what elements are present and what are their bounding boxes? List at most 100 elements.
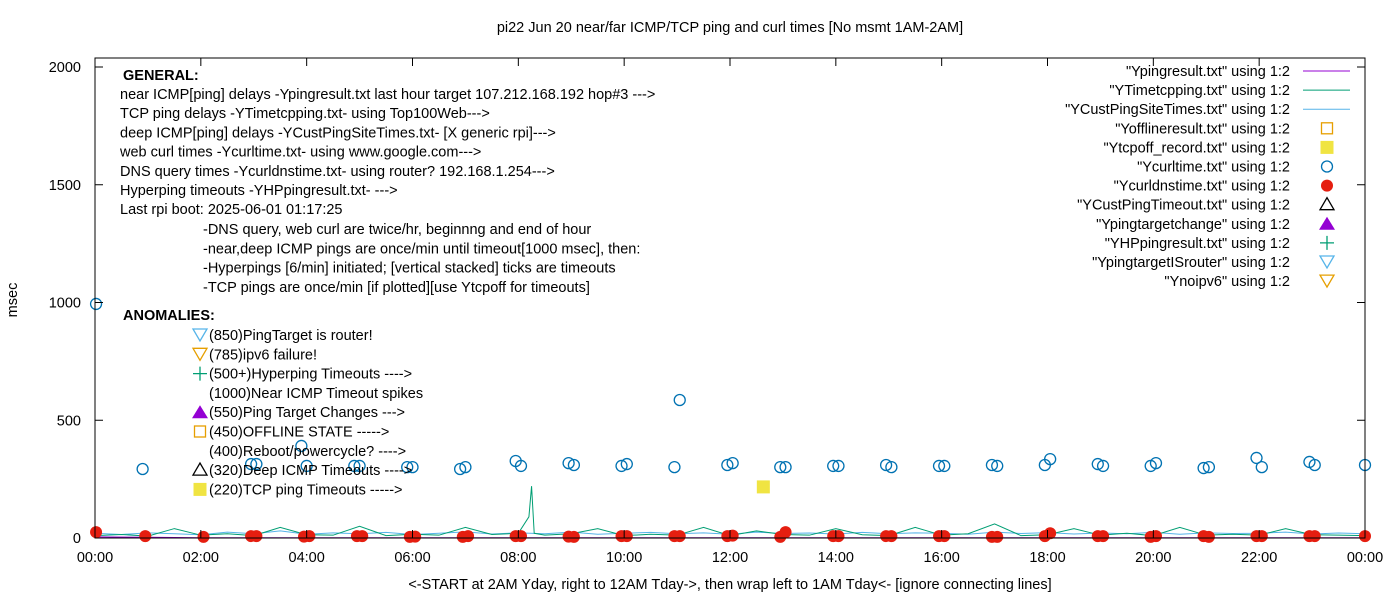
legend-label: "Ycurltime.txt" using 1:2 (1137, 160, 1290, 176)
dns-time-point (726, 529, 739, 542)
anomaly-line: (500+)Hyperping Timeouts ----> (209, 367, 412, 383)
curl-time-point (885, 460, 898, 474)
x-tick-label: 08:00 (500, 550, 536, 566)
curl-time-point (991, 459, 1004, 473)
curl-time-point (459, 460, 472, 474)
dns-time-point (779, 526, 792, 539)
curl-time-point (721, 458, 734, 472)
legend-label: "Ytcpoff_record.txt" using 1:2 (1103, 140, 1290, 156)
tcp-ping-line (94, 486, 1366, 537)
legend-symbol (1320, 122, 1334, 135)
anomaly-symbol (191, 347, 209, 362)
legend-label: "Ycurldnstime.txt" using 1:2 (1114, 179, 1290, 195)
curl-time-point (453, 462, 467, 476)
legend: "Ypingresult.txt" using 1:2 "YTimetcpping… (1065, 64, 1350, 290)
anomaly-symbol (191, 328, 209, 343)
x-tick-label: 00:00 (77, 550, 113, 566)
anomaly-symbol (193, 366, 207, 381)
legend-symbol (1320, 140, 1334, 154)
curl-time-point (89, 297, 103, 311)
dns-time-point (139, 530, 152, 543)
curl-time-point (985, 458, 999, 472)
curl-time-point (1250, 451, 1263, 465)
dns-time-point (1202, 530, 1215, 543)
y-tick-label: 0 (73, 531, 81, 547)
note-line: -DNS query, web curl are twice/hr, begin… (203, 222, 591, 238)
legend-symbol (1318, 255, 1336, 270)
anomaly-symbol (193, 482, 207, 496)
curl-time-point (615, 459, 628, 473)
curl-time-point (1197, 461, 1210, 475)
legend-label: "Ynoipv6" using 1:2 (1164, 274, 1290, 290)
dns-time-point (1308, 530, 1321, 543)
anomaly-line: (850)PingTarget is router! (209, 328, 373, 344)
dns-time-point (462, 530, 475, 543)
dns-time-point (567, 530, 580, 543)
x-tick-label: 20:00 (1135, 550, 1171, 566)
dns-time-point (1044, 527, 1057, 540)
legend-symbol (1319, 216, 1335, 230)
dns-time-point (90, 526, 103, 539)
curl-time-point (244, 457, 258, 471)
curl-time-point (136, 462, 149, 476)
curl-time-point (1091, 457, 1104, 471)
note-line: -near,deep ICMP pings are once/min until… (203, 241, 640, 257)
anomaly-line: (785)ipv6 failure! (209, 347, 317, 363)
general-line: Last rpi boot: 2025-06-01 01:17:25 (120, 202, 343, 218)
legend-symbol (1321, 179, 1333, 192)
curl-time-point (774, 460, 787, 474)
dns-time-point (514, 530, 527, 543)
dns-time-point (1255, 530, 1268, 543)
curl-time-point (1255, 460, 1268, 474)
x-tick-label: 14:00 (818, 550, 854, 566)
general-line: near ICMP[ping] delays -Ypingresult.txt … (120, 87, 655, 103)
dns-time-point (250, 530, 263, 543)
legend-label: "Yofflineresult.txt" using 1:2 (1115, 121, 1290, 137)
anomaly-symbol (191, 461, 209, 476)
anomaly-line: (1000)Near ICMP Timeout spikes (209, 386, 423, 402)
x-tick-label: 02:00 (183, 550, 219, 566)
x-tick-label: 18:00 (1029, 550, 1065, 566)
curl-time-point (1149, 456, 1163, 470)
x-tick-label: 00:00 (1347, 550, 1383, 566)
legend-symbol (1318, 274, 1336, 289)
legend-label: "YTimetcpping.txt" using 1:2 (1109, 83, 1290, 99)
curl-time-point (668, 460, 681, 474)
legend-symbol (1320, 235, 1334, 250)
anomaly-line: (220)TCP ping Timeouts -----> (209, 482, 403, 498)
general-line: web curl times -Ycurltime.txt- using www… (119, 145, 481, 161)
curl-time-point (300, 459, 313, 473)
tcp-timeout-point (756, 480, 770, 494)
curl-time-point (673, 393, 686, 407)
dns-time-point (991, 530, 1004, 543)
curl-time-point (879, 458, 893, 472)
curl-time-point (514, 459, 528, 473)
anomaly-symbol (192, 405, 208, 419)
series-layer (89, 297, 1372, 543)
anomaly-line: (450)OFFLINE STATE -----> (209, 425, 389, 441)
dns-time-point (303, 530, 316, 543)
dns-time-point (832, 530, 845, 543)
curl-time-point (1202, 460, 1216, 474)
curl-time-point (562, 456, 575, 470)
legend-label: "YCustPingSiteTimes.txt" using 1:2 (1065, 102, 1290, 118)
dns-time-point (1149, 530, 1162, 543)
y-tick-label: 1500 (49, 178, 81, 194)
y-tick-label: 2000 (49, 60, 81, 76)
x-tick-label: 10:00 (606, 550, 642, 566)
curl-time-point (353, 459, 366, 473)
dns-time-point (197, 530, 210, 543)
curl-time-point (832, 459, 845, 473)
y-tick-label: 500 (57, 413, 81, 429)
note-line: -Hyperpings [6/min] initiated; [vertical… (203, 261, 616, 277)
x-tick-label: 12:00 (712, 550, 748, 566)
curl-time-point (401, 460, 414, 474)
anomaly-line: (550)Ping Target Changes ---> (209, 405, 405, 421)
dns-time-point (938, 530, 951, 543)
general-line: deep ICMP[ping] delays -YCustPingSiteTim… (120, 125, 556, 141)
legend-symbol (1320, 160, 1334, 173)
general-heading: GENERAL: (123, 68, 199, 84)
curl-time-point (779, 460, 792, 474)
chart-title: pi22 Jun 20 near/far ICMP/TCP ping and c… (497, 20, 963, 36)
